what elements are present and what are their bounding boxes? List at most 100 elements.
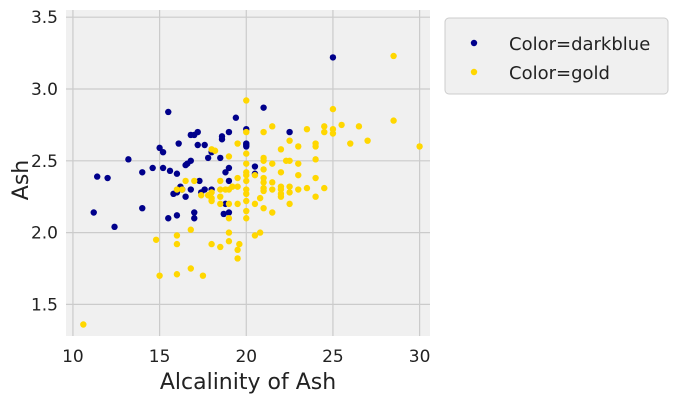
data-point-gold xyxy=(286,189,293,196)
data-point-darkblue xyxy=(260,104,267,111)
data-point-gold xyxy=(282,157,290,164)
legend-marker-gold xyxy=(470,68,478,76)
data-point-gold xyxy=(355,123,363,130)
data-point-gold xyxy=(251,171,259,179)
data-point-gold xyxy=(390,117,397,124)
data-point-gold xyxy=(251,200,259,208)
data-point-gold xyxy=(260,179,267,186)
data-point-darkblue xyxy=(149,164,156,172)
data-point-darkblue xyxy=(165,108,172,116)
data-point-gold xyxy=(182,177,189,185)
data-point-darkblue xyxy=(217,154,224,162)
legend-label-darkblue: Color=darkblue xyxy=(509,34,650,55)
data-point-gold xyxy=(303,184,311,192)
data-point-gold xyxy=(173,232,181,239)
tick-labels: 10 15 20 25 30 1.5 2.0 2.5 3.0 3.5 xyxy=(31,8,430,367)
data-point-gold xyxy=(390,52,397,60)
data-point-gold xyxy=(225,215,233,222)
data-point-darkblue xyxy=(232,114,240,121)
data-point-gold xyxy=(277,169,285,176)
data-point-gold xyxy=(225,153,233,160)
data-point-darkblue xyxy=(218,136,226,143)
data-point-darkblue xyxy=(225,128,233,136)
data-point-gold xyxy=(173,186,181,193)
data-point-darkblue xyxy=(175,140,182,147)
data-point-gold xyxy=(173,271,181,278)
legend-box xyxy=(444,17,669,95)
legend-marker-darkblue xyxy=(470,39,478,47)
y-tick-label: 2.0 xyxy=(31,224,58,244)
data-point-gold xyxy=(329,125,337,133)
data-point-darkblue xyxy=(94,173,101,180)
data-point-darkblue xyxy=(196,177,203,185)
data-point-darkblue xyxy=(159,164,167,172)
data-point-gold xyxy=(217,186,224,193)
data-point-darkblue xyxy=(182,193,189,200)
data-point-darkblue xyxy=(329,54,337,61)
data-point-gold xyxy=(191,177,198,185)
data-point-gold xyxy=(260,128,267,136)
data-point-gold xyxy=(277,146,285,153)
data-point-gold xyxy=(217,200,224,208)
data-point-gold xyxy=(269,179,276,186)
x-tick-label: 10 xyxy=(62,347,84,367)
data-point-gold xyxy=(225,200,233,208)
data-point-gold xyxy=(234,140,241,147)
data-point-gold xyxy=(229,183,236,190)
x-tick-label: 30 xyxy=(409,347,431,367)
data-point-gold xyxy=(269,209,276,216)
data-point-gold xyxy=(269,186,276,193)
data-point-gold xyxy=(217,243,224,251)
legend-label-gold: Color=gold xyxy=(509,63,610,84)
y-axis-label: Ash xyxy=(9,160,34,200)
data-point-gold xyxy=(243,177,250,185)
data-point-darkblue xyxy=(139,169,146,176)
data-point-darkblue xyxy=(170,190,177,198)
data-point-darkblue xyxy=(220,210,227,218)
x-tick-label: 15 xyxy=(149,347,171,367)
data-point-gold xyxy=(260,157,267,164)
data-point-gold xyxy=(199,272,207,279)
data-point-gold xyxy=(208,197,215,205)
data-point-gold xyxy=(321,123,328,130)
data-point-gold xyxy=(347,140,354,147)
data-point-gold xyxy=(416,143,423,150)
y-tick-label: 3.0 xyxy=(31,80,58,100)
data-point-gold xyxy=(277,193,285,200)
data-point-darkblue xyxy=(194,128,201,136)
data-point-darkblue xyxy=(225,177,233,185)
data-point-darkblue xyxy=(182,161,189,169)
x-tick-label: 25 xyxy=(322,347,344,367)
data-point-darkblue xyxy=(187,186,194,193)
data-point-gold xyxy=(156,272,163,279)
data-point-darkblue xyxy=(159,148,167,156)
data-point-gold xyxy=(312,156,319,163)
data-point-gold xyxy=(173,240,181,248)
data-point-gold xyxy=(321,128,328,136)
data-point-gold xyxy=(243,190,250,198)
data-point-gold xyxy=(312,174,319,182)
data-point-darkblue xyxy=(251,163,259,170)
data-point-gold xyxy=(204,192,212,199)
data-point-darkblue xyxy=(201,141,208,149)
data-point-darkblue xyxy=(173,170,181,177)
data-point-gold xyxy=(198,192,205,199)
data-points xyxy=(80,52,423,328)
data-point-gold xyxy=(234,200,241,208)
data-point-gold xyxy=(187,265,194,272)
data-point-gold xyxy=(295,186,302,193)
data-point-gold xyxy=(295,160,302,167)
data-point-gold xyxy=(80,321,87,328)
data-point-gold xyxy=(234,246,241,254)
data-point-gold xyxy=(286,137,293,144)
data-point-darkblue xyxy=(191,215,198,222)
data-point-darkblue xyxy=(165,215,172,222)
data-point-darkblue xyxy=(204,154,212,162)
data-point-gold xyxy=(211,147,219,154)
data-point-darkblue xyxy=(104,174,111,182)
data-point-gold xyxy=(338,121,345,129)
data-point-gold xyxy=(243,207,250,215)
data-point-gold xyxy=(187,226,194,233)
y-tick-label: 1.5 xyxy=(31,295,58,315)
data-point-darkblue xyxy=(166,167,174,175)
